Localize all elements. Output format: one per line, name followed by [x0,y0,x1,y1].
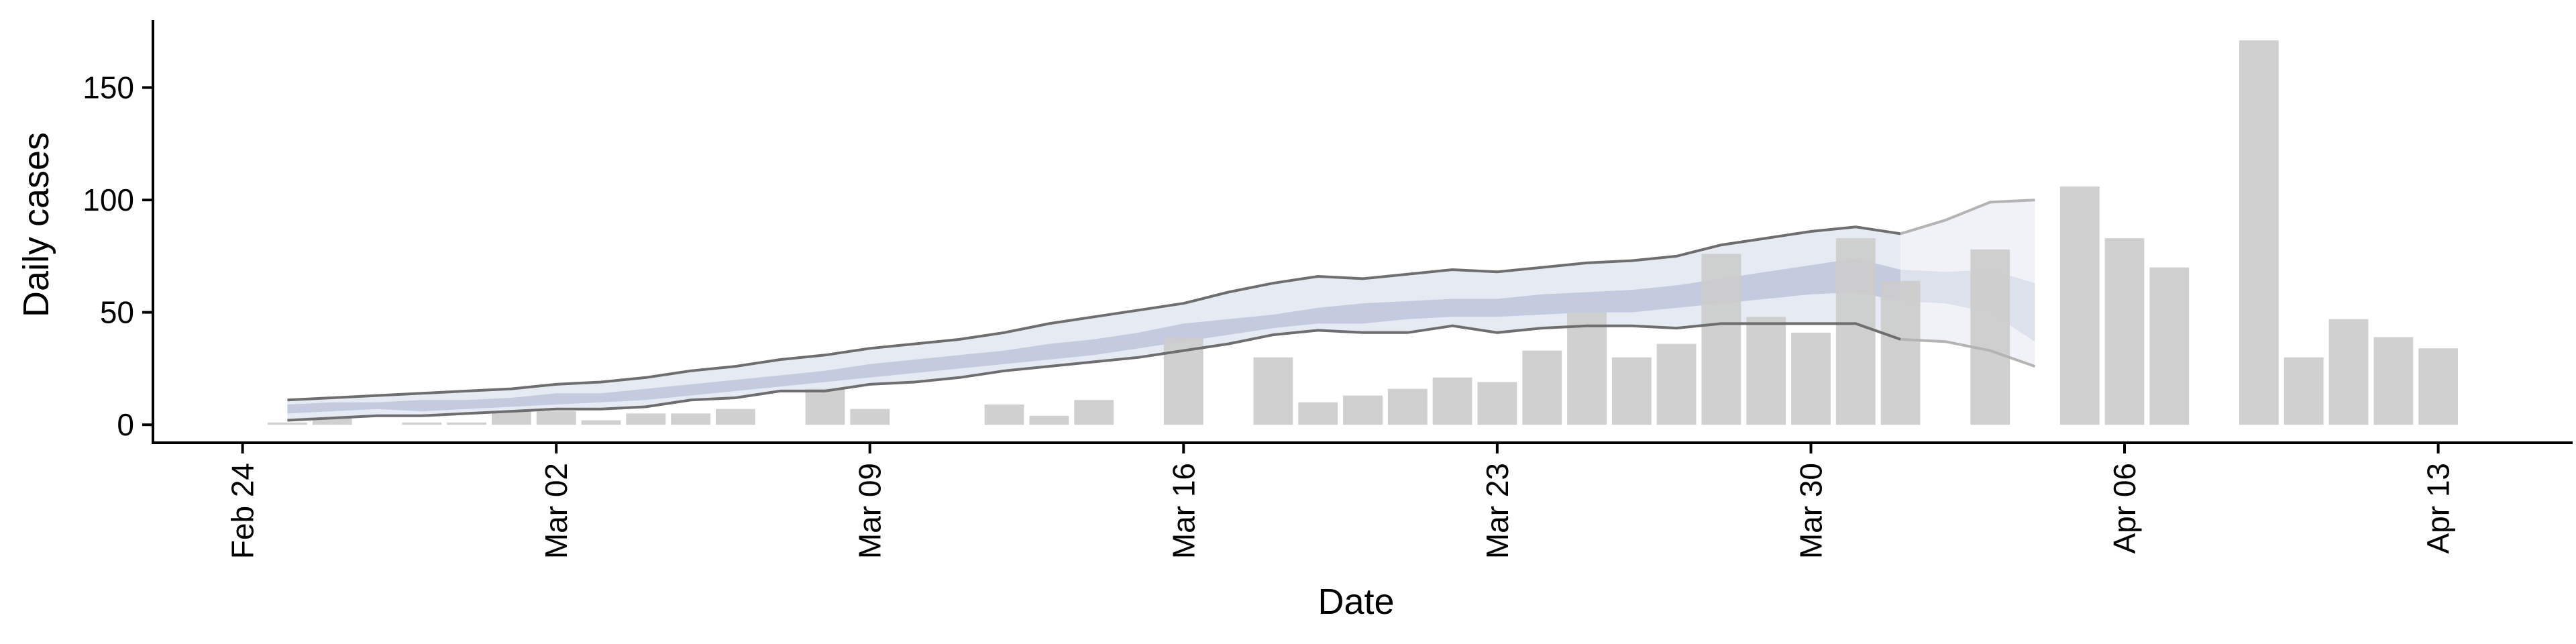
bar-2020-04-12 [2373,337,2414,425]
upper-bound-line-observed [287,225,1901,402]
y-axis-title: Daily cases [16,132,56,317]
bar-2020-03-30 [1791,332,1831,425]
bar-2020-03-24 [1522,350,1562,425]
y-tick-label: 50 [100,295,134,330]
bar-2020-02-25 [268,422,307,425]
bar-2020-04-01 [1880,280,1921,425]
bar-2020-04-13 [2418,348,2458,425]
bar-2020-04-10 [2284,357,2324,425]
y-tick-label: 150 [83,70,134,105]
bar-2020-03-13 [1029,415,1069,425]
bar-2020-03-04 [626,413,666,425]
lower-bound-line-observed [287,322,1901,422]
bar-2020-03-02 [536,411,576,425]
x-tick-label: Mar 02 [539,463,574,559]
uncertainty-bound-lines [287,199,2036,422]
bar-2020-03-08 [805,388,845,425]
bar-2020-03-09 [850,409,890,425]
bar-2020-02-29 [447,422,486,425]
x-axis-ticks: Feb 24 Mar 02 Mar 09 Mar 16 Mar 23 Mar 30 Apr … [225,443,2456,559]
lower-bound-line-forecast [1900,337,2036,368]
bar-2020-03-05 [671,413,710,425]
bar-2020-04-11 [2328,319,2369,425]
bar-2020-03-23 [1477,382,1517,425]
bar-2020-03-12 [984,405,1024,425]
bar-2020-04-09 [2239,40,2279,425]
bar-2020-03-31 [1835,238,1876,425]
x-tick-label: Mar 23 [1480,463,1515,559]
bar-2020-03-25 [1567,312,1607,425]
x-tick-label: Apr 06 [2107,463,2142,554]
bar-2020-02-26 [312,418,352,425]
x-tick-label: Apr 13 [2421,463,2456,554]
bar-2020-02-28 [402,422,442,425]
x-tick-label: Mar 30 [1794,463,1829,559]
bar-2020-04-07 [2149,267,2190,425]
bar-2020-03-03 [581,420,621,425]
bar-2020-03-26 [1611,357,1652,425]
bar-2020-03-19 [1298,402,1338,425]
y-tick-label: 100 [83,182,134,217]
bar-2020-03-06 [716,409,755,425]
y-tick-label: 0 [117,407,134,442]
bar-2020-03-01 [492,411,531,425]
bar-2020-03-20 [1343,395,1383,425]
axes [152,20,2573,444]
y-axis-ticks: 0 50 100 150 [83,70,153,442]
x-tick-label: Mar 16 [1166,463,1201,559]
bar-2020-03-27 [1656,343,1697,425]
daily-case-bars [268,40,2458,425]
bar-2020-03-21 [1387,388,1428,425]
bar-2020-03-29 [1746,317,1786,425]
upper-bound-line-forecast [1900,199,2035,235]
bar-2020-03-18 [1253,357,1293,425]
bar-2020-03-22 [1432,377,1472,425]
bar-2020-03-14 [1074,400,1114,425]
x-tick-label: Mar 09 [853,463,888,559]
x-axis-title: Date [1318,582,1394,622]
bar-2020-03-28 [1701,254,1741,425]
bar-2020-04-05 [2059,186,2100,425]
x-tick-label: Feb 24 [225,463,260,559]
bar-2020-04-06 [2104,238,2145,425]
bar-2020-04-03 [1970,249,2010,425]
